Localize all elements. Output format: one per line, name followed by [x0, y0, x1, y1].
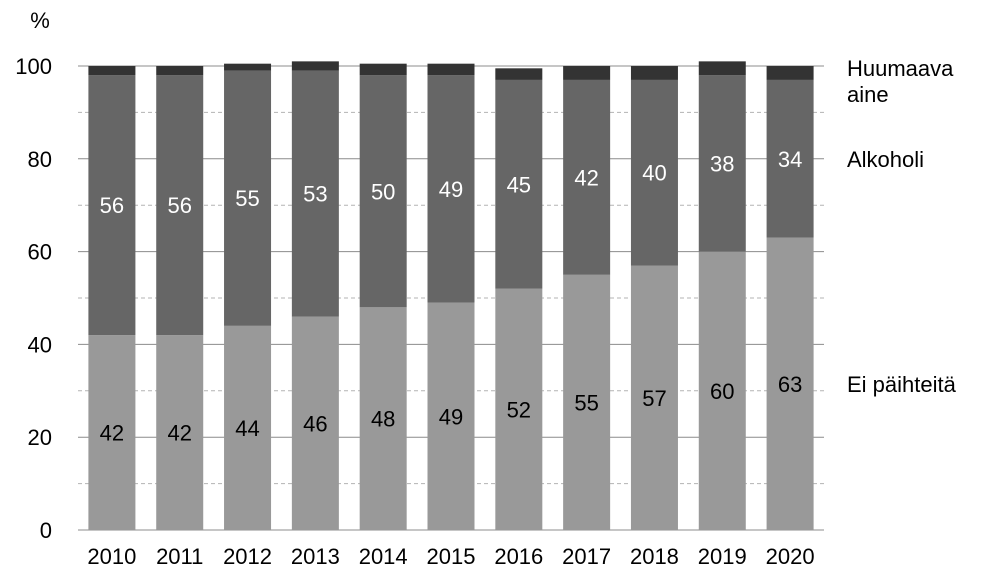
data-label: 49	[439, 177, 463, 202]
bar-segment	[630, 66, 678, 80]
bar-segment	[630, 265, 678, 530]
x-tick-label: 2016	[494, 544, 543, 569]
data-label: 49	[439, 404, 463, 429]
x-tick-label: 2013	[291, 544, 340, 569]
bar-segment	[766, 66, 814, 80]
data-label: 56	[167, 193, 191, 218]
data-label: 38	[710, 151, 734, 176]
bar-segment	[156, 335, 204, 530]
y-tick-label: 100	[15, 54, 52, 79]
x-tick-label: 2012	[223, 544, 272, 569]
bar-segment	[563, 66, 611, 80]
data-label: 50	[371, 179, 395, 204]
data-label: 53	[303, 182, 327, 207]
bars	[88, 61, 814, 530]
legend: Ei päihteitä Alkoholi Huumaava aine	[847, 56, 957, 397]
data-label: 42	[167, 421, 191, 446]
data-label: 45	[507, 172, 531, 197]
bar-segment	[291, 70, 339, 317]
bar-segment	[698, 61, 746, 76]
x-axis-ticks: 2010 2011 2012 2013 2014 2015 2016 2017 2018 2019…	[87, 544, 814, 569]
bar-segment	[291, 316, 339, 530]
x-tick-label: 2018	[630, 544, 679, 569]
data-label: 44	[235, 416, 259, 441]
bar-segment	[88, 66, 136, 76]
legend-label: Ei päihteitä	[847, 372, 957, 397]
legend-label-line: aine	[847, 82, 889, 107]
y-axis-unit-label: %	[30, 8, 50, 33]
bar-segment	[88, 75, 136, 336]
data-label: 52	[507, 397, 531, 422]
y-tick-label: 0	[40, 518, 52, 543]
data-label: 60	[710, 379, 734, 404]
bar-segment	[766, 79, 814, 238]
bar-segment	[495, 68, 543, 80]
bar-segment	[359, 307, 407, 530]
legend-label-line: Huumaava	[847, 56, 954, 81]
bar-segment	[630, 79, 678, 266]
data-label: 40	[642, 161, 666, 186]
bar-segment	[156, 66, 204, 76]
bar-segment	[427, 75, 475, 303]
data-labels: 42 56 42 56 44 55 46 53 48 50 49 49 52 45 55 42 57 40 60 38…	[100, 147, 803, 446]
data-label: 46	[303, 411, 327, 436]
bar-segment	[359, 63, 407, 76]
x-tick-label: 2015	[427, 544, 476, 569]
y-tick-label: 80	[28, 147, 52, 172]
data-label: 48	[371, 407, 395, 432]
x-tick-label: 2019	[698, 544, 747, 569]
x-tick-label: 2011	[156, 544, 203, 569]
bar-segment	[224, 325, 272, 530]
data-label: 56	[100, 193, 124, 218]
bar-segment	[88, 335, 136, 530]
x-tick-label: 2010	[87, 544, 136, 569]
bar-segment	[224, 70, 272, 326]
bar-segment	[495, 288, 543, 530]
bar-segment	[563, 79, 611, 275]
legend-label: Huumaava aine	[847, 56, 954, 107]
bar-segment	[224, 63, 272, 71]
y-tick-label: 40	[28, 332, 52, 357]
x-tick-label: 2017	[562, 544, 611, 569]
bar-segment	[427, 302, 475, 530]
data-label: 55	[574, 390, 598, 415]
y-axis-ticks: 0 20 40 60 80 100	[15, 54, 52, 543]
bar-segment	[698, 75, 746, 252]
bar-segment	[495, 79, 543, 289]
x-tick-label: 2014	[359, 544, 408, 569]
data-label: 63	[778, 372, 802, 397]
legend-label: Alkoholi	[847, 147, 924, 172]
data-label: 34	[778, 147, 802, 172]
bar-segment	[766, 237, 814, 530]
bar-segment	[359, 75, 407, 308]
y-tick-label: 60	[28, 240, 52, 265]
data-label: 42	[100, 421, 124, 446]
bar-segment	[291, 61, 339, 71]
data-label: 55	[235, 186, 259, 211]
bar-segment	[563, 274, 611, 530]
bar-segment	[156, 75, 204, 336]
data-label: 42	[574, 165, 598, 190]
bar-segment	[698, 251, 746, 530]
bar-segment	[427, 63, 475, 76]
data-label: 57	[642, 386, 666, 411]
y-tick-label: 20	[28, 425, 52, 450]
x-tick-label: 2020	[766, 544, 815, 569]
